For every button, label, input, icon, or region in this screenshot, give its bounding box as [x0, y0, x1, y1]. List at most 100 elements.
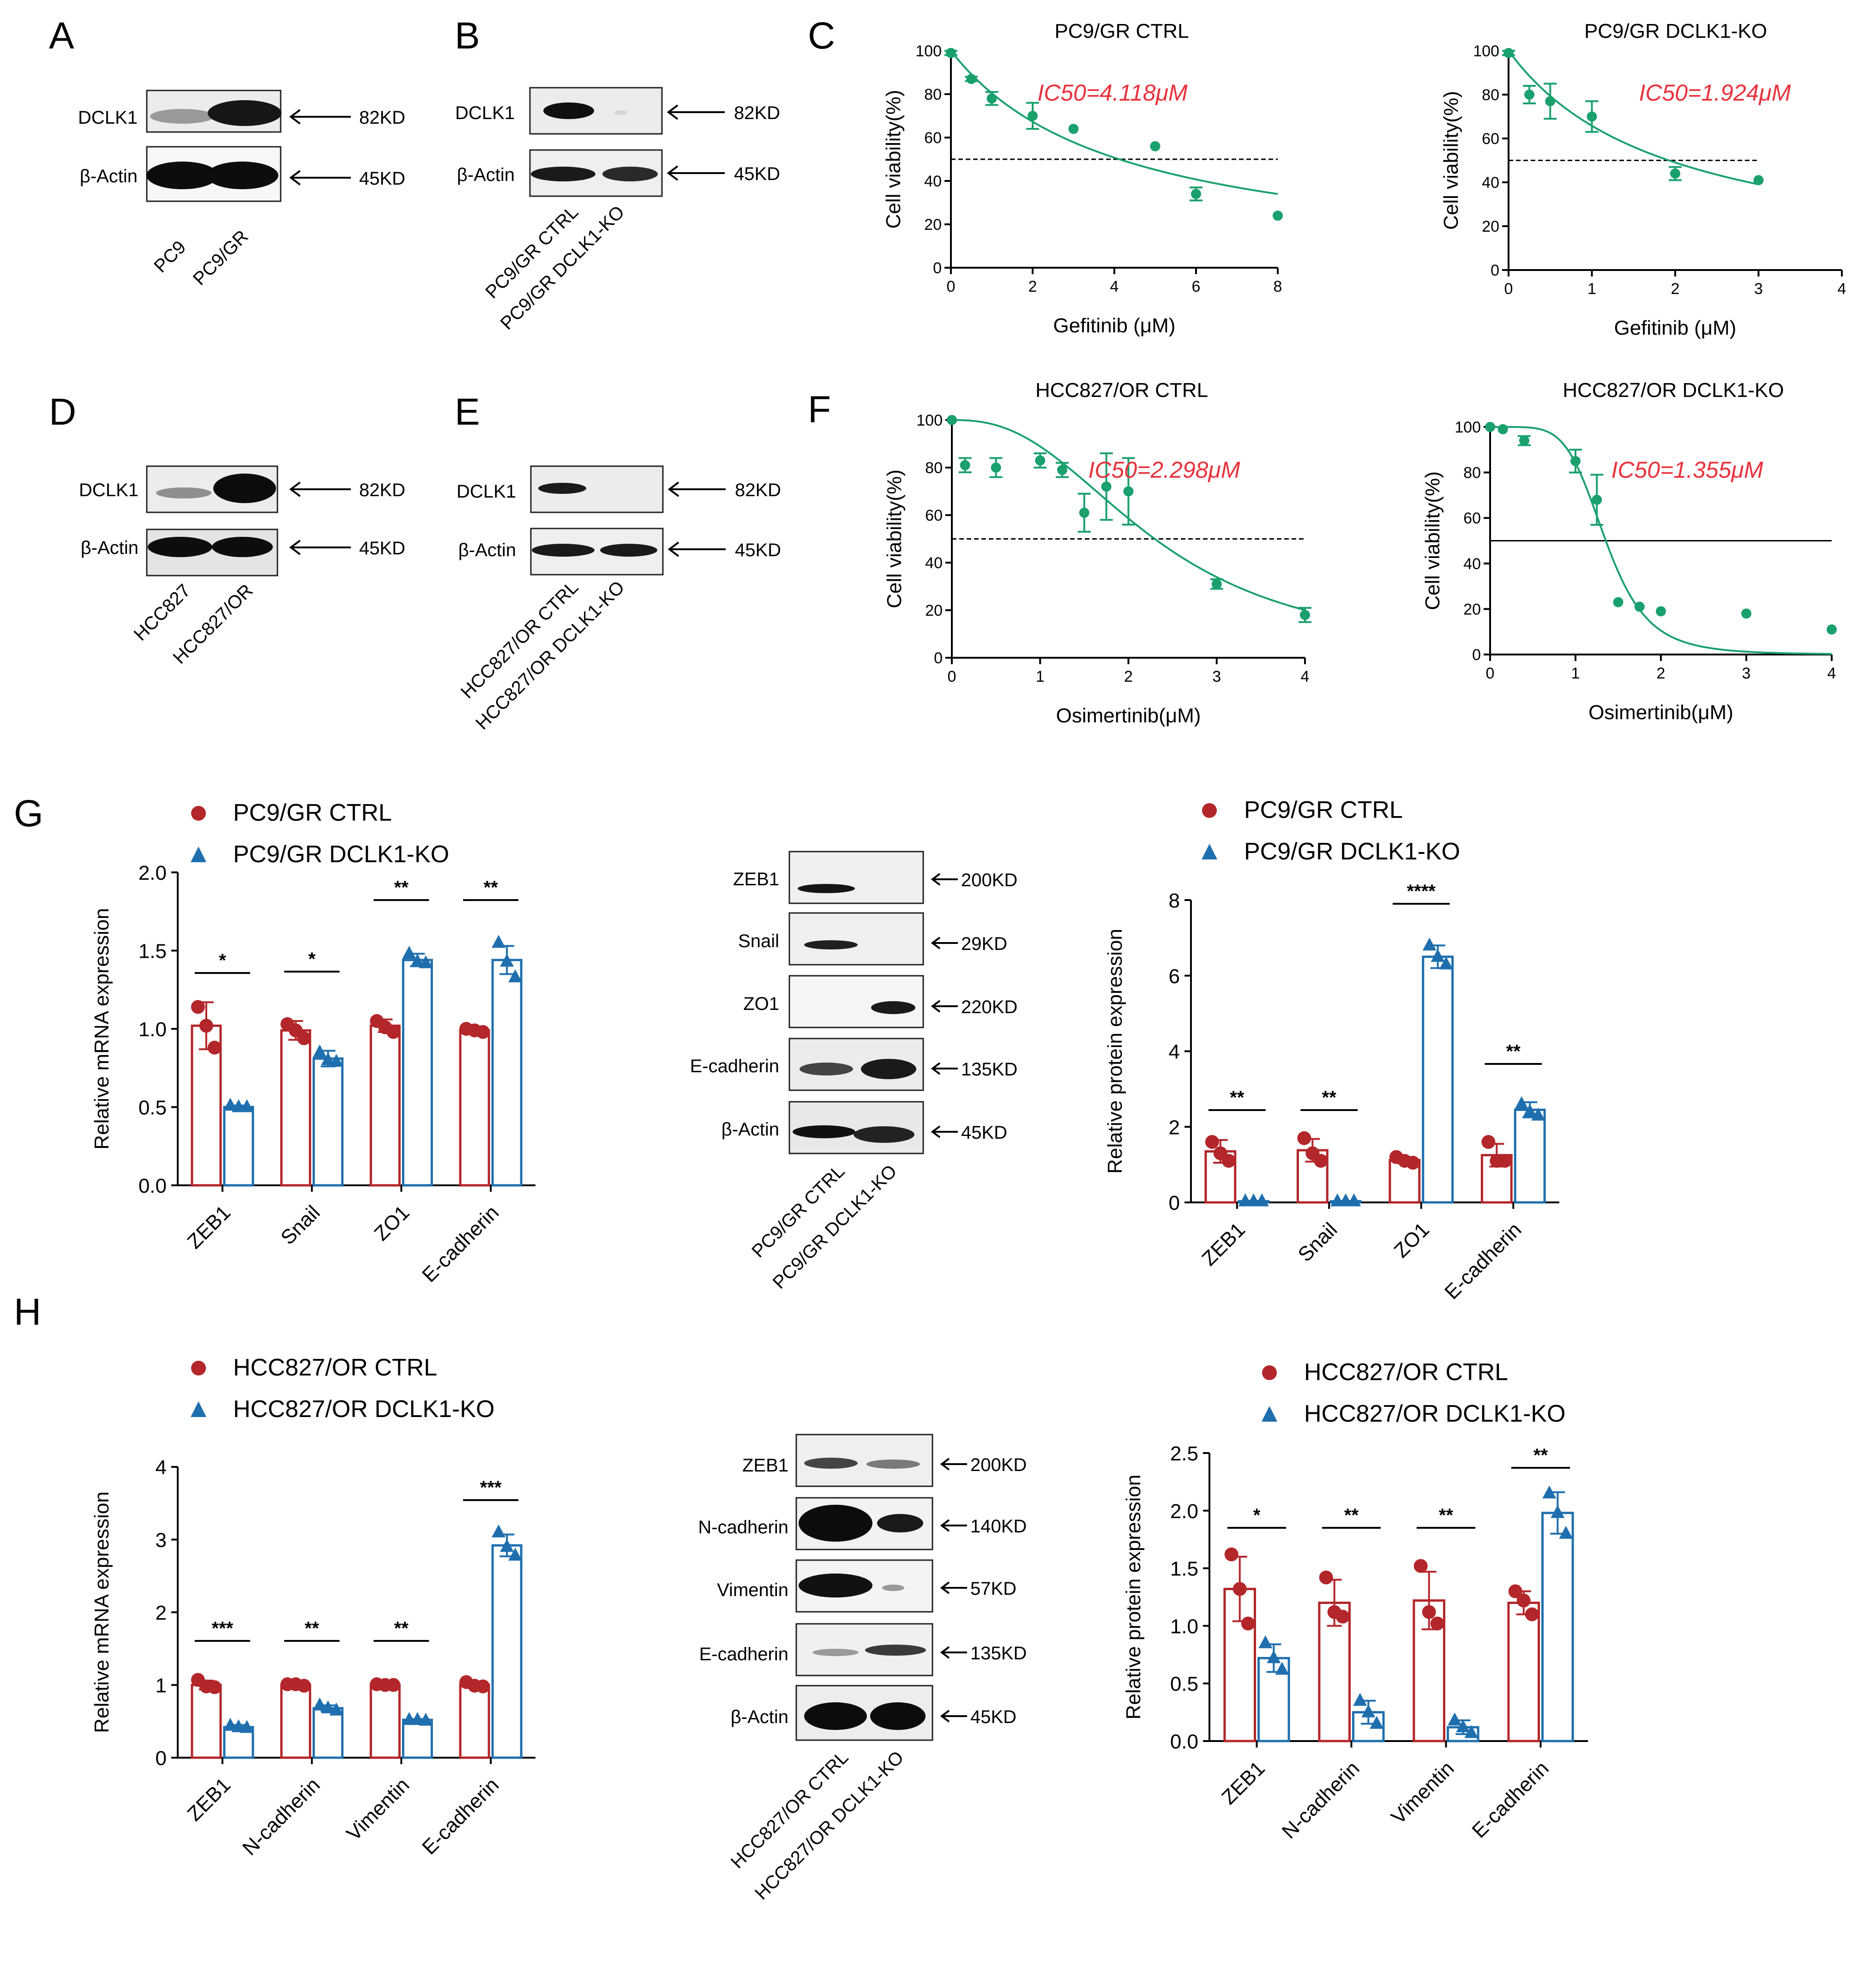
blot-g-kd-4: 135KD: [961, 1059, 1017, 1080]
data-point: [191, 1000, 205, 1014]
blot-a-row-actin: β-Actin: [80, 166, 138, 186]
data-point: [492, 1524, 506, 1538]
data-point: [419, 955, 433, 968]
blot-g-lane-1: PC9/GR CTRL: [748, 1161, 848, 1261]
data-point: [1319, 1570, 1333, 1585]
sig-label: **: [394, 877, 409, 898]
blot-e-kd-45: 45KD: [735, 540, 781, 560]
chart-title: PC9/GR DCLK1-KO: [1584, 20, 1767, 42]
data-point: [1422, 937, 1437, 951]
data-point: [386, 1025, 401, 1039]
panel-label-c: C: [808, 15, 835, 57]
data-point: [1406, 1156, 1420, 1170]
legend-label: PC9/GR CTRL: [1244, 797, 1403, 823]
y-tick-label: 60: [924, 129, 942, 147]
legend-marker: [191, 806, 206, 821]
arrow-icon: [289, 481, 351, 497]
band: [206, 162, 278, 189]
band: [532, 544, 595, 557]
data-point: [1587, 111, 1597, 122]
y-axis-label: Cell viability(%): [1421, 471, 1444, 610]
blot-h-row-3: Vimentin: [717, 1580, 788, 1600]
data-point: [492, 935, 506, 948]
data-point: [508, 1548, 523, 1561]
data-point: [1592, 494, 1602, 505]
blot-h-kd-3: 57KD: [970, 1579, 1016, 1599]
data-point: [966, 74, 977, 84]
sig-label: **: [484, 877, 499, 898]
blot-d-kd-82: 82KD: [359, 480, 405, 500]
chart-title: HCC827/OR CTRL: [1035, 379, 1208, 402]
bar: [280, 1684, 312, 1759]
y-tick-label: 40: [924, 173, 942, 190]
blot-a-lane-2: PC9/GR: [189, 226, 252, 289]
blot-g-row-5: β-Actin: [722, 1119, 779, 1140]
y-tick-label: 0: [1169, 1192, 1180, 1214]
data-point: [1123, 486, 1134, 497]
chart-g-protein: PC9/GR CTRL PC9/GR DCLK1-KO 0 2 4 6 8 Relative …: [1104, 797, 1559, 1304]
data-point: [1508, 1584, 1522, 1598]
legend-label: HCC827/OR CTRL: [233, 1354, 437, 1381]
data-point: [1300, 610, 1310, 620]
data-point: [500, 954, 514, 967]
band: [804, 1458, 858, 1469]
band: [799, 1505, 872, 1542]
blot-d-lane-1: HCC827: [130, 580, 195, 645]
x-tick-label: 2: [1657, 665, 1666, 682]
blot-b-dclk1-strip: [529, 87, 663, 135]
y-axis-label: Relative protein expression: [1122, 1475, 1145, 1720]
blot-g-row-3: ZO1: [743, 994, 779, 1014]
blot-h-row-5: β-Actin: [731, 1707, 788, 1727]
data-point: [223, 1718, 237, 1731]
band: [804, 940, 858, 949]
y-tick-label: 1.0: [1170, 1615, 1198, 1638]
arrow-icon: [931, 1000, 958, 1013]
x-tick-label: 1: [1571, 665, 1580, 682]
data-point: [207, 1040, 222, 1055]
legend-marker: [1202, 844, 1217, 859]
data-point: [231, 1719, 246, 1732]
data-point: [1353, 1693, 1367, 1706]
data-point: [329, 1702, 343, 1716]
data-point: [500, 1539, 514, 1552]
fit-curve: [1490, 426, 1832, 655]
data-point: [1297, 1131, 1311, 1145]
blot-h-row-2: N-cadherin: [698, 1517, 788, 1538]
x-tick-label: E-cadherin: [1467, 1757, 1553, 1842]
data-point: [1422, 1605, 1436, 1619]
arrow-icon: [667, 165, 725, 181]
blot-h-kd-5: 45KD: [970, 1707, 1016, 1727]
legend-label: HCC827/OR DCLK1-KO: [233, 1396, 494, 1423]
y-tick-label: 2.0: [1170, 1500, 1198, 1523]
x-tick-label: ZO1: [370, 1201, 414, 1245]
bar: [1514, 1108, 1546, 1204]
data-point: [1057, 465, 1068, 475]
x-axis-label: Gefitinib (μM): [1053, 314, 1176, 337]
x-tick-label: 0: [1486, 665, 1495, 682]
x-tick-label: 3: [1212, 668, 1221, 685]
x-tick-label: 2: [1671, 280, 1680, 298]
y-axis-label: Relative mRNA expression: [90, 908, 113, 1149]
sig-label: **: [1230, 1087, 1245, 1108]
y-tick-label: 2.0: [138, 862, 167, 884]
data-point: [1191, 189, 1201, 199]
band: [212, 537, 273, 557]
y-tick-label: 0: [934, 649, 943, 667]
x-tick-label: ZEB1: [183, 1773, 234, 1825]
y-tick-label: 60: [1482, 130, 1499, 148]
x-tick-label: 2: [1124, 668, 1133, 685]
band: [156, 487, 211, 499]
sig-label: **: [305, 1618, 319, 1639]
y-tick-label: 2.5: [1170, 1442, 1198, 1465]
x-tick-label: E-cadherin: [418, 1201, 503, 1286]
data-point: [1481, 1135, 1496, 1149]
x-tick-label: 4: [1301, 668, 1310, 685]
chart-h-mrna: HCC827/OR CTRL HCC827/OR DCLK1-KO 0 1 2 3 4 Rel…: [90, 1354, 535, 1860]
band: [854, 1126, 914, 1143]
sig-label: ***: [480, 1478, 502, 1498]
data-point: [1439, 956, 1453, 970]
x-tick-label: 1: [1036, 668, 1045, 685]
y-tick-label: 40: [925, 554, 943, 572]
data-point: [410, 954, 425, 967]
legend-label: PC9/GR CTRL: [233, 799, 392, 826]
